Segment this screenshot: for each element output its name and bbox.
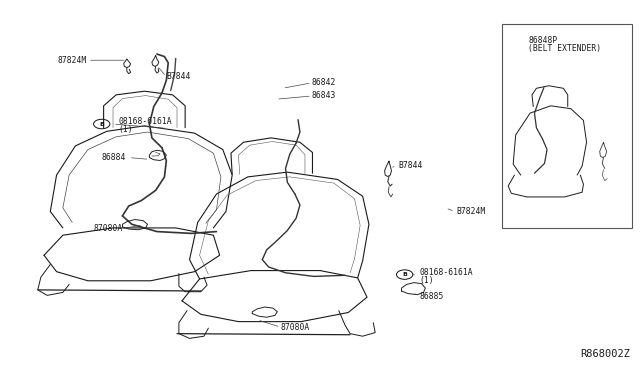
Bar <box>502 24 632 228</box>
Text: 87080A: 87080A <box>93 224 122 233</box>
Text: (BELT EXTENDER): (BELT EXTENDER) <box>528 44 602 53</box>
Text: B: B <box>99 122 104 126</box>
Text: 86848P: 86848P <box>528 36 557 45</box>
Text: B7844: B7844 <box>166 72 191 81</box>
Text: (1): (1) <box>419 276 434 285</box>
Text: B7844: B7844 <box>398 161 423 170</box>
Text: 87080A: 87080A <box>280 323 310 331</box>
Text: 86842: 86842 <box>312 78 336 87</box>
Text: (1): (1) <box>118 125 132 134</box>
Text: B: B <box>402 272 407 277</box>
Text: R868002Z: R868002Z <box>580 349 630 359</box>
Text: 86885: 86885 <box>419 292 444 301</box>
Text: 86843: 86843 <box>312 92 336 100</box>
Text: 86884: 86884 <box>101 153 125 162</box>
Text: 08168-6161A: 08168-6161A <box>419 268 473 277</box>
Text: 87824M: 87824M <box>58 56 86 65</box>
Text: 08168-6161A: 08168-6161A <box>118 117 172 126</box>
Text: B7824M: B7824M <box>457 207 486 216</box>
